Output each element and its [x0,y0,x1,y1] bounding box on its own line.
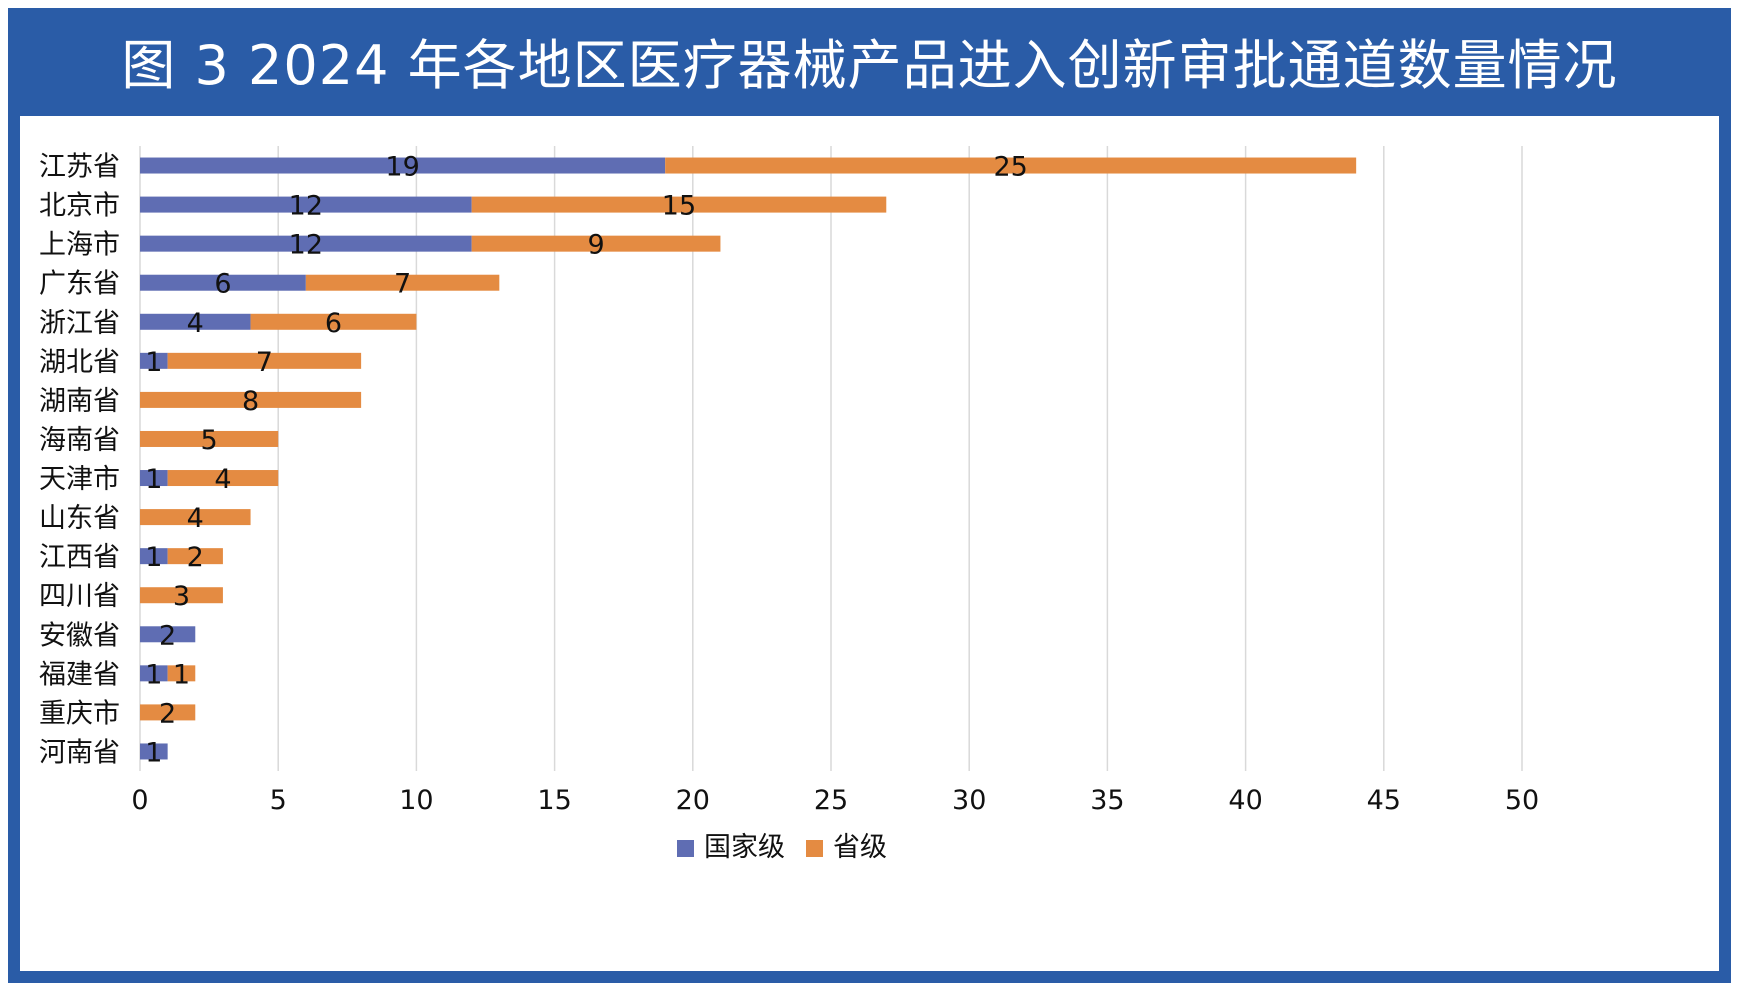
bar-national [140,626,196,643]
bar-provincial [471,235,721,252]
bar-national [140,548,168,565]
x-tick-label: 40 [1228,785,1262,816]
data-label: 6 [214,269,231,300]
data-label: 5 [201,425,218,456]
legend-label-provincial: 省级 [833,832,887,863]
bar-national [140,196,472,213]
x-tick-label: 5 [270,785,287,816]
x-tick-label: 45 [1367,785,1401,816]
x-tick-label: 0 [131,785,148,816]
category-label: 四川省 [39,581,120,612]
data-label: 4 [187,503,204,534]
bar-provincial [665,157,1357,174]
data-label: 2 [187,542,204,573]
category-label: 上海市 [39,230,120,261]
data-label: 1 [145,737,162,768]
data-label: 7 [394,269,411,300]
data-label: 6 [325,308,342,339]
category-label: 海南省 [39,425,120,456]
bar-provincial [140,704,196,721]
bar-provincial [167,470,279,487]
legend-swatch-provincial [806,840,823,857]
x-tick-label: 10 [399,785,433,816]
x-tick-label: 25 [814,785,848,816]
category-label: 天津市 [39,464,120,495]
category-label: 福建省 [39,659,120,690]
bar-provincial [167,665,196,682]
category-label: 北京市 [39,191,120,222]
bar-national [140,274,306,291]
legend-label-national: 国家级 [704,832,785,863]
data-label: 25 [993,152,1027,183]
x-tick-label: 35 [1090,785,1124,816]
category-label: 湖北省 [39,347,120,378]
data-label: 1 [145,464,162,495]
chart-panel: 0 5 10 15 20 25 30 35 40 45 50 江苏省 19 25 北京市 12 15 上海市 12 9… [20,116,1719,971]
data-label: 12 [289,191,323,222]
bar-national [140,743,168,760]
figure-frame: 图 3 2024 年各地区医疗器械产品进入创新审批通道数量情况 0 5 10 15 20… [8,8,1731,983]
bar-national [140,157,666,174]
x-tick-label: 30 [952,785,986,816]
x-tick-label: 50 [1505,785,1539,816]
bar-provincial [305,274,500,291]
bar-provincial [250,313,417,330]
bar-national [140,235,472,252]
chart-title: 图 3 2024 年各地区医疗器械产品进入创新审批通道数量情况 [121,34,1618,97]
bar-provincial [140,587,223,604]
data-label: 15 [662,191,696,222]
data-label: 7 [256,347,273,378]
data-label: 2 [159,698,176,729]
data-label: 1 [173,659,190,690]
data-label: 19 [385,152,419,183]
category-label: 江西省 [39,542,120,573]
data-label: 1 [145,659,162,690]
bar-provincial [471,196,887,213]
data-label: 2 [159,620,176,651]
bar-provincial [167,352,362,369]
data-label: 1 [145,347,162,378]
category-label: 浙江省 [39,308,120,339]
category-label: 河南省 [39,737,120,768]
legend-swatch-national [677,840,694,857]
category-label: 山东省 [39,503,120,534]
bar-national [140,313,251,330]
data-label: 1 [145,542,162,573]
title-bar: 图 3 2024 年各地区医疗器械产品进入创新审批通道数量情况 [8,8,1731,113]
bar-national [140,665,168,682]
data-label: 3 [173,581,190,612]
bar-provincial [167,548,223,565]
data-label: 4 [187,308,204,339]
data-label: 8 [242,386,259,417]
bar-national [140,352,168,369]
x-tick-label: 15 [537,785,571,816]
data-label: 12 [289,230,323,261]
bar-provincial [140,391,362,408]
category-label: 安徽省 [39,620,120,651]
bar-provincial [140,430,279,447]
category-label: 重庆市 [39,698,120,729]
data-label: 4 [214,464,231,495]
bar-provincial [140,509,251,526]
category-label: 广东省 [39,269,120,300]
category-label: 江苏省 [39,152,120,183]
x-tick-label: 20 [676,785,710,816]
data-label: 9 [587,230,604,261]
bar-national [140,470,168,487]
category-label: 湖南省 [39,386,120,417]
